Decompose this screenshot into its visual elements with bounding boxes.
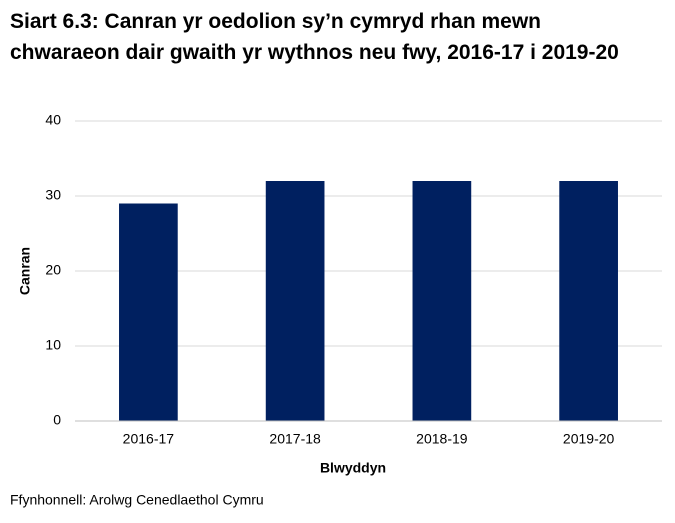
x-tick-label: 2018-19 bbox=[416, 431, 468, 447]
x-axis-label: Blwyddyn bbox=[320, 460, 386, 476]
x-tick-label: 2019-20 bbox=[563, 431, 615, 447]
y-tick-label: 20 bbox=[45, 262, 61, 278]
y-tick-label: 0 bbox=[53, 412, 61, 428]
y-tick-label: 10 bbox=[45, 337, 61, 353]
y-tick-label: 40 bbox=[45, 112, 61, 128]
bar bbox=[412, 181, 472, 421]
bar bbox=[119, 203, 178, 421]
x-tick-label: 2017-18 bbox=[269, 431, 321, 447]
bar bbox=[265, 181, 325, 421]
y-tick-label: 30 bbox=[45, 187, 61, 203]
source-note: Ffynhonnell: Arolwg Cenedlaethol Cymru bbox=[10, 492, 264, 508]
y-axis-label: Canran bbox=[17, 247, 33, 295]
x-tick-label: 2016-17 bbox=[123, 431, 175, 447]
chart-title: Siart 6.3: Canran yr oedolion sy’n cymry… bbox=[10, 10, 619, 64]
bar bbox=[559, 181, 618, 421]
